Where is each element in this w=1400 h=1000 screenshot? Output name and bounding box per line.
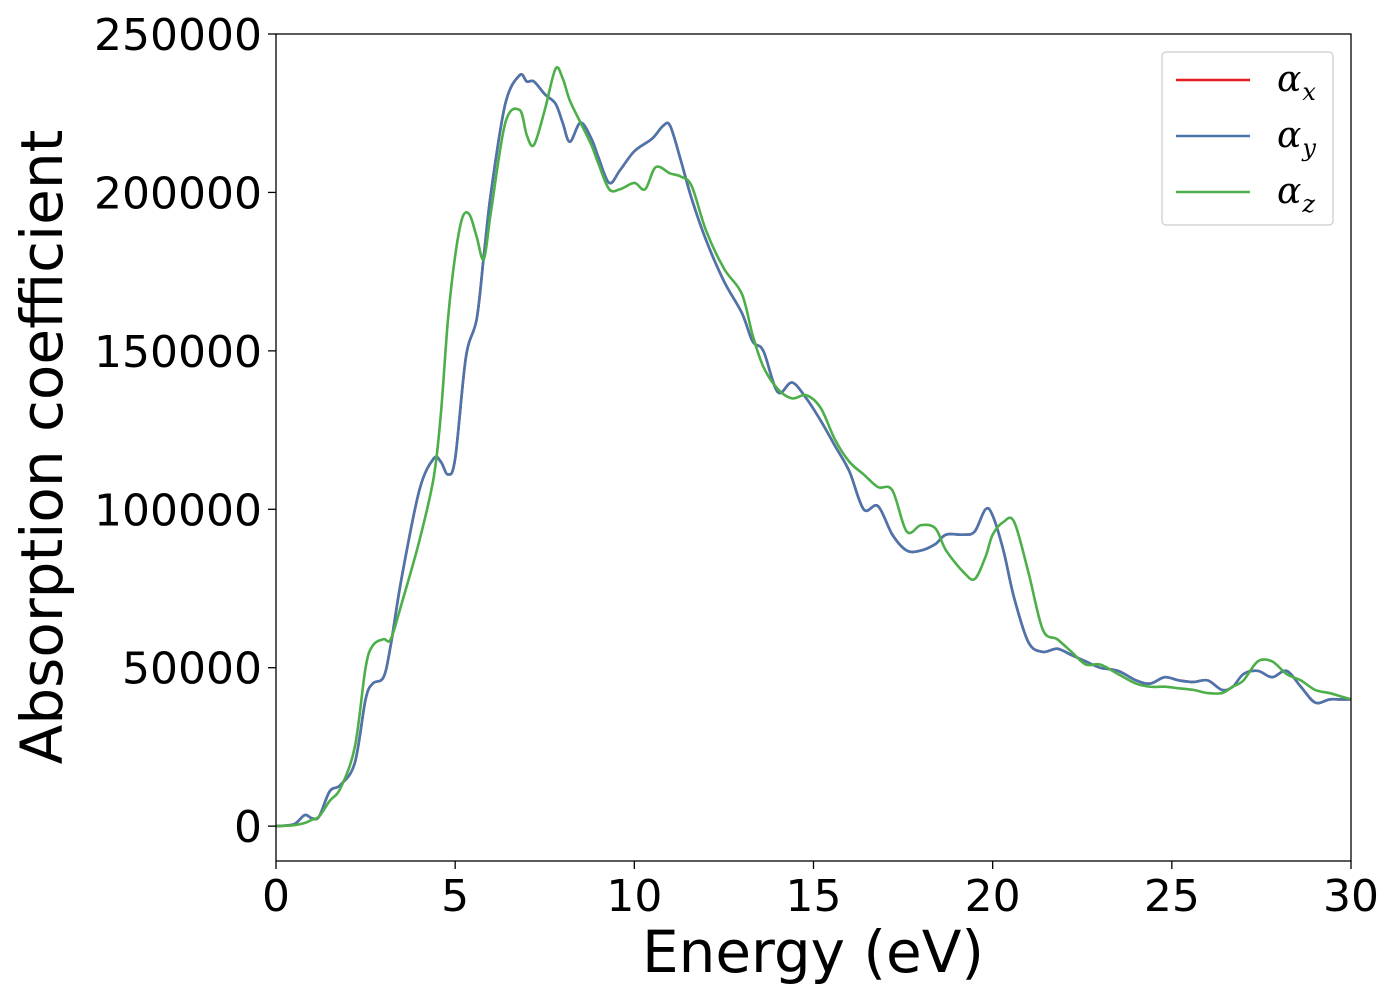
y-tick-label: 200000 bbox=[94, 168, 262, 219]
y-tick-label: 0 bbox=[234, 802, 262, 853]
y-axis-ticks: 0 50000 100000 150000 200000 250000 bbox=[94, 10, 276, 853]
x-axis-title: Energy (eV) bbox=[642, 918, 984, 986]
series-line-z bbox=[276, 66, 1351, 828]
y-tick-label: 250000 bbox=[94, 10, 262, 61]
x-tick-label: 15 bbox=[786, 871, 842, 922]
x-tick-label: 20 bbox=[965, 871, 1021, 922]
x-axis-ticks: 0 5 10 15 20 25 30 bbox=[262, 861, 1379, 922]
x-tick-label: 5 bbox=[441, 871, 469, 922]
y-tick-label: 50000 bbox=[122, 644, 262, 695]
series-layer bbox=[276, 66, 1351, 828]
y-axis-title: Absorption coefficient bbox=[8, 130, 76, 765]
x-tick-label: 0 bbox=[262, 871, 290, 922]
x-tick-label: 25 bbox=[1144, 871, 1200, 922]
x-tick-label: 30 bbox=[1323, 871, 1379, 922]
y-tick-label: 150000 bbox=[94, 327, 262, 378]
y-tick-label: 100000 bbox=[94, 485, 262, 536]
legend-box bbox=[1161, 51, 1334, 226]
x-tick-label: 10 bbox=[606, 871, 662, 922]
